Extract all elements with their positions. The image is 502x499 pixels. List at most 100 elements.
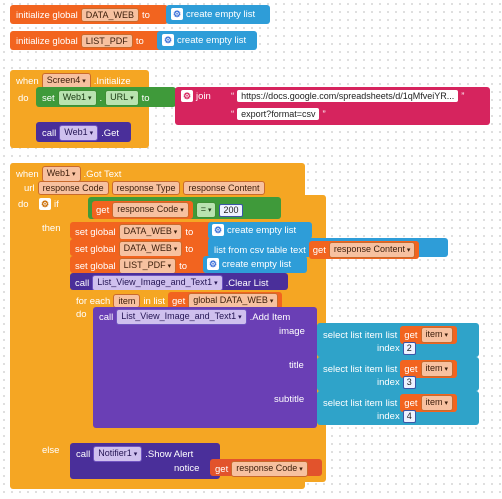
gear-icon[interactable]: ⚙ — [181, 90, 193, 102]
component-dropdown-list-view[interactable]: List_View_Image_and_Text1 — [116, 309, 247, 325]
gear-icon[interactable]: ⚙ — [207, 258, 219, 270]
get-item-block[interactable]: get item — [400, 360, 457, 378]
gear-icon[interactable]: ⚙ — [171, 8, 183, 20]
select-list-item-label: select list item — [323, 397, 383, 409]
to-label: to — [179, 260, 188, 272]
var-dropdown-response-code[interactable]: response Code — [112, 202, 189, 218]
global-name-list-pdf[interactable]: LIST_PDF — [80, 34, 133, 48]
var-dropdown-list-pdf[interactable]: LIST_PDF — [118, 258, 177, 274]
set-global-list-pdf-block[interactable]: set global LIST_PDF to — [70, 256, 207, 274]
param-image-label: image — [279, 326, 305, 337]
var-dropdown-global-data-web[interactable]: global DATA_WEB — [188, 293, 279, 309]
init-global-list-pdf-block[interactable]: initialize global LIST_PDF to — [10, 31, 165, 50]
gear-icon[interactable]: ⚙ — [162, 34, 174, 46]
component-dropdown-web1[interactable]: Web1 — [41, 166, 81, 182]
gear-icon[interactable]: ⚙ — [212, 224, 224, 236]
param-title-label: title — [289, 360, 304, 371]
set-web1-url-block[interactable]: set Web1 . URL to — [36, 87, 176, 107]
method-add-item: .Add Item — [249, 311, 291, 323]
call-web1-get-block[interactable]: call Web1 .Get — [36, 122, 131, 142]
index-number[interactable]: 4 — [402, 410, 416, 423]
index-label: index — [377, 411, 400, 422]
select-list-item-image[interactable]: select list item list get item index 2 — [317, 323, 479, 357]
list-label: list — [385, 397, 398, 409]
create-empty-list-block[interactable]: ⚙ create empty list — [203, 256, 307, 273]
get-label: get — [96, 204, 110, 216]
get-label: get — [404, 397, 418, 409]
join-block[interactable]: ⚙ join “ https://docs.google.com/spreads… — [175, 87, 490, 125]
component-dropdown-web1[interactable]: Web1 — [59, 125, 99, 141]
global-name-data-web[interactable]: DATA_WEB — [80, 8, 139, 22]
compare-operator-dropdown[interactable]: = — [195, 202, 217, 218]
init-global-data-web-block[interactable]: initialize global DATA_WEB to — [10, 5, 168, 24]
param-response-content[interactable]: response Content — [183, 181, 265, 195]
event-name: .Initialize — [93, 75, 131, 87]
param-response-type[interactable]: response Type — [111, 181, 181, 195]
loop-do-label: do — [76, 309, 87, 320]
get-global-data-web-block[interactable]: get global DATA_WEB — [168, 292, 283, 310]
in-list-label: in list — [143, 295, 165, 307]
var-dropdown-item[interactable]: item — [420, 395, 453, 411]
create-empty-list-label: create empty list — [227, 224, 297, 236]
list-from-csv-table-label: list from csv table — [214, 244, 288, 256]
list-from-csv-table-block[interactable]: list from csv table text get response Co… — [208, 238, 448, 259]
method-show-alert: .Show Alert — [145, 448, 194, 460]
call-label: call — [75, 277, 90, 289]
set-global-data-web-block[interactable]: set global DATA_WEB to — [70, 222, 212, 240]
get-response-content-block[interactable]: get response Content — [308, 241, 420, 259]
var-dropdown-item[interactable]: item — [420, 327, 453, 343]
url-string-part2[interactable]: export?format=csv — [237, 108, 320, 120]
set-global-data-web-block[interactable]: set global DATA_WEB to — [70, 239, 212, 257]
number-200[interactable]: 200 — [219, 203, 243, 217]
select-list-item-label: select list item — [323, 363, 383, 375]
call-clear-list-block[interactable]: call List_View_Image_and_Text1 .Clear Li… — [70, 273, 288, 291]
param-response-code[interactable]: response Code — [37, 181, 109, 195]
call-add-item-block[interactable]: call List_View_Image_and_Text1 .Add Item… — [93, 307, 317, 428]
component-dropdown-list-view[interactable]: List_View_Image_and_Text1 — [92, 275, 223, 291]
method-clear-list: .Clear List — [225, 277, 269, 289]
call-label: call — [42, 127, 57, 139]
property-dropdown-url[interactable]: URL — [105, 90, 139, 106]
create-empty-list-block[interactable]: ⚙ create empty list — [208, 222, 312, 239]
create-empty-list-block[interactable]: ⚙ create empty list — [166, 5, 270, 24]
url-string-part1[interactable]: https://docs.google.com/spreadsheets/d/1… — [237, 90, 459, 102]
text-param-label: text — [290, 244, 306, 256]
init-global-label: initialize global — [16, 35, 78, 47]
get-item-block[interactable]: get item — [400, 326, 457, 344]
compare-block[interactable]: get response Code = 200 — [88, 197, 281, 219]
component-dropdown-web1[interactable]: Web1 — [57, 90, 97, 106]
call-show-alert-block[interactable]: call Notifier1 .Show Alert notice — [70, 443, 220, 479]
loop-var-item[interactable]: item — [113, 294, 141, 308]
get-label: get — [312, 244, 326, 256]
method-get: .Get — [101, 127, 120, 139]
index-number[interactable]: 2 — [402, 342, 416, 355]
else-label: else — [42, 445, 60, 456]
var-dropdown-response-code[interactable]: response Code — [231, 461, 308, 477]
create-empty-list-label: create empty list — [186, 8, 256, 20]
get-item-block[interactable]: get item — [400, 394, 457, 412]
do-label: do — [18, 199, 29, 210]
component-dropdown-notifier1[interactable]: Notifier1 — [93, 446, 143, 462]
do-label: do — [18, 93, 29, 104]
var-dropdown-data-web[interactable]: DATA_WEB — [118, 241, 183, 257]
index-label: index — [377, 377, 400, 388]
get-label: get — [172, 295, 186, 307]
create-empty-list-block[interactable]: ⚙ create empty list — [157, 31, 257, 50]
var-dropdown-data-web[interactable]: DATA_WEB — [118, 224, 183, 240]
to-label: to — [185, 226, 194, 238]
set-global-label: set global — [75, 260, 116, 272]
select-list-item-label: select list item — [323, 329, 383, 341]
when-label: when — [16, 75, 39, 87]
create-empty-list-label: create empty list — [177, 34, 247, 46]
gear-icon[interactable]: ⚙ — [39, 198, 51, 210]
get-label: get — [404, 329, 418, 341]
var-dropdown-response-content[interactable]: response Content — [328, 242, 416, 258]
select-list-item-subtitle[interactable]: select list item list get item index 4 — [317, 391, 479, 425]
get-response-code-block[interactable]: get response Code — [92, 201, 193, 219]
select-list-item-title[interactable]: select list item list get item index 3 — [317, 357, 479, 391]
set-global-label: set global — [75, 226, 116, 238]
var-dropdown-item[interactable]: item — [420, 361, 453, 377]
get-response-code-block[interactable]: get response Code — [210, 459, 322, 477]
to-label: to — [141, 9, 150, 21]
index-number[interactable]: 3 — [402, 376, 416, 389]
